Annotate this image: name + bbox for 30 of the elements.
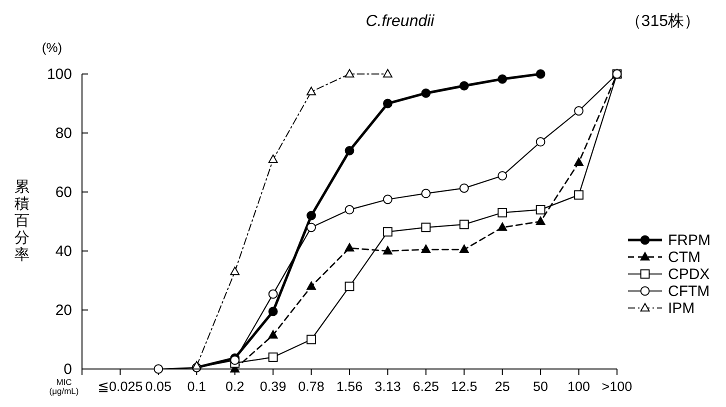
y-tick-label: 20 <box>55 302 72 319</box>
x-tick-label: 1.56 <box>336 379 363 394</box>
x-tick-label: >100 <box>602 379 632 394</box>
x-tick-label: 0.05 <box>145 379 172 394</box>
y-tick-label: 80 <box>55 125 72 142</box>
x-tick-label: 0.1 <box>187 379 206 394</box>
x-tick-label: 0.78 <box>298 379 324 394</box>
legend-label: FRPM <box>668 232 710 249</box>
legend-label: CPDX <box>668 266 710 283</box>
y-tick-label: 100 <box>46 66 72 83</box>
x-tick-label: 6.25 <box>412 379 440 394</box>
y-tick-label: 0 <box>64 361 72 378</box>
y-axis-title: 累積百分率 <box>14 178 30 264</box>
x-tick-label: 3.13 <box>374 379 401 394</box>
text: (%) <box>42 40 62 55</box>
chart-title: C.freundii <box>366 13 435 30</box>
x-axis-title: MIC (μg/mL) <box>49 377 79 396</box>
legend-label: IPM <box>668 300 695 317</box>
x-tick-label: ≦0.025 <box>98 379 143 394</box>
text: （315株） <box>625 12 700 30</box>
x-tick-label: 12.5 <box>451 379 478 394</box>
x-tick-label: 25 <box>494 379 510 394</box>
x-tick-label: 0.39 <box>260 379 286 394</box>
x-tick-label: 0.2 <box>225 379 244 394</box>
y-tick-label: 60 <box>55 184 72 201</box>
y-tick-label: 40 <box>55 243 72 260</box>
legend-label: CTM <box>668 249 700 266</box>
legend-label: CFTM <box>668 283 710 300</box>
x-tick-label: 100 <box>568 379 590 394</box>
x-tick-label: 50 <box>533 379 548 394</box>
